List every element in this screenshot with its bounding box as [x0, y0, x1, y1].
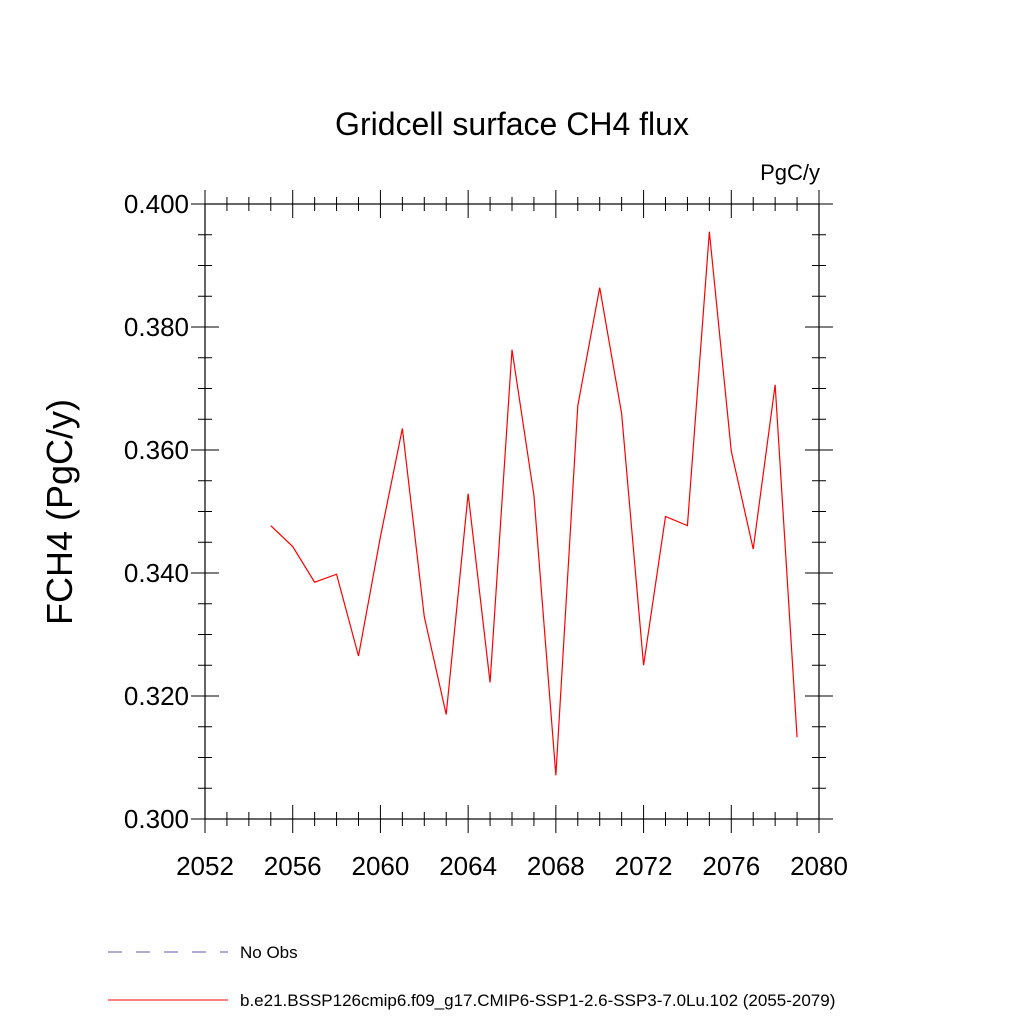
series-line: [270, 231, 798, 776]
y-tick-label: 0.360: [124, 435, 189, 465]
x-tick-label: 2060: [352, 851, 410, 881]
y-tick-labels: 0.300 0.320 0.340 0.360 0.380 0.400: [124, 189, 189, 834]
x-tick-label: 2080: [790, 851, 848, 881]
series-group: [270, 231, 798, 776]
x-tick-labels: 2052 2056 2060 2064 2068 2072 2076 2080: [176, 851, 848, 881]
x-tick-label: 2056: [264, 851, 322, 881]
legend-label: No Obs: [240, 943, 298, 962]
x-tick-label: 2072: [615, 851, 673, 881]
x-tick-label: 2076: [702, 851, 760, 881]
units-label: PgC/y: [760, 160, 820, 185]
y-tick-label: 0.320: [124, 681, 189, 711]
y-tick-label: 0.300: [124, 804, 189, 834]
chart-title: Gridcell surface CH4 flux: [335, 106, 689, 142]
plot-frame: [204, 203, 820, 820]
y-tick-label: 0.340: [124, 558, 189, 588]
axis-ticks: [191, 190, 833, 833]
x-tick-label: 2068: [527, 851, 585, 881]
y-tick-label: 0.380: [124, 312, 189, 342]
legend-label: b.e21.BSSP126cmip6.f09_g17.CMIP6-SSP1-2.…: [240, 991, 835, 1010]
x-tick-label: 2052: [176, 851, 234, 881]
x-tick-label: 2064: [439, 851, 497, 881]
legend: No Obs b.e21.BSSP126cmip6.f09_g17.CMIP6-S…: [108, 943, 835, 1010]
y-tick-label: 0.400: [124, 189, 189, 219]
y-axis-label: FCH4 (PgC/y): [39, 399, 80, 625]
